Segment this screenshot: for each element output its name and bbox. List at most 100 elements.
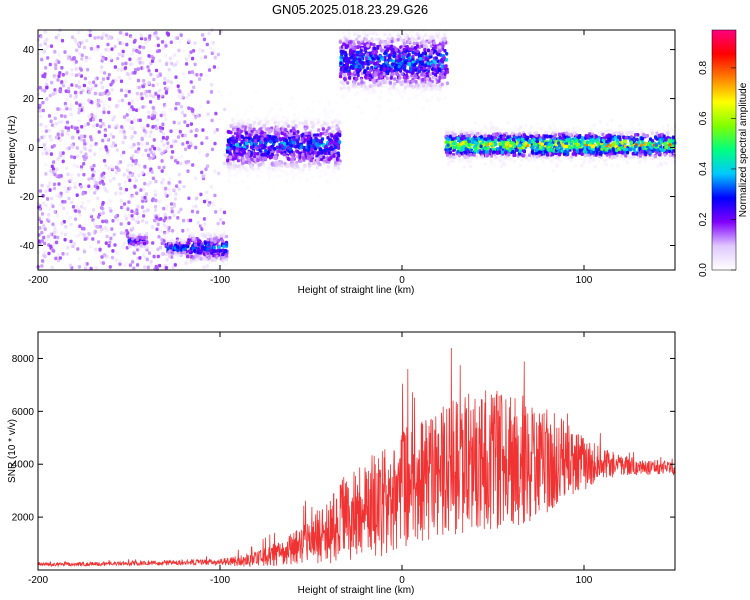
- spectrogram-cell: [145, 240, 149, 245]
- spectrogram-cell: [40, 239, 44, 243]
- spectrogram-cell: [230, 174, 234, 179]
- spectrogram-cell: [102, 106, 106, 111]
- spectrogram-cell: [251, 167, 255, 171]
- spectrogram-cell: [355, 37, 359, 42]
- spectrogram-cell: [221, 258, 225, 263]
- spectrogram-cell: [198, 150, 202, 154]
- spectrogram-cell: [228, 174, 232, 178]
- spectrogram-cell: [82, 172, 86, 177]
- spectrogram-cell: [77, 265, 82, 269]
- spectrogram-cell: [389, 76, 393, 80]
- spectrogram-cell: [136, 241, 140, 246]
- spectrogram-cell: [160, 251, 164, 256]
- spectrogram-cell: [236, 134, 240, 139]
- spectrogram-cell: [89, 214, 94, 219]
- spectrogram-cell: [53, 225, 57, 229]
- spectrogram-cell: [337, 146, 341, 150]
- spectrogram-cell: [221, 255, 225, 260]
- spectrogram-cell: [151, 94, 156, 99]
- spectrogram-cell: [109, 164, 114, 168]
- spectrogram-cell: [131, 233, 135, 238]
- spectrogram-cell: [277, 149, 281, 154]
- spectrogram-cell: [74, 73, 78, 78]
- spectrogram-cell: [153, 213, 157, 217]
- spectrogram-cell: [312, 184, 316, 188]
- spectrogram-cell: [343, 77, 347, 81]
- spectrogram-cell: [57, 52, 61, 57]
- spectrogram-cell: [102, 110, 106, 115]
- spectrogram-cell: [154, 68, 159, 73]
- spectrogram-cell: [138, 118, 142, 123]
- spectrogram-cell: [229, 109, 233, 113]
- spectrogram-cell: [176, 245, 180, 249]
- spectrogram-cell: [147, 68, 151, 73]
- spectrogram-cell: [114, 78, 118, 82]
- spectrogram-cell: [40, 183, 44, 188]
- spectrogram-cell: [232, 145, 236, 150]
- spectrogram-cell: [355, 76, 359, 81]
- spectrogram-cell: [224, 242, 228, 247]
- spectrogram-cell: [171, 229, 175, 233]
- spectrogram-cell: [74, 40, 78, 45]
- spectrogram-cell: [169, 80, 173, 85]
- spectrogram-cell: [443, 89, 447, 94]
- spectrogram-cell: [172, 254, 176, 258]
- spectrogram-cell: [167, 68, 171, 72]
- spectrogram-cell: [302, 167, 306, 172]
- spectrogram-cell: [462, 165, 466, 169]
- spectrogram-cell: [263, 156, 268, 161]
- spectrogram-cell: [268, 134, 272, 139]
- spectrogram-cell: [352, 46, 356, 51]
- spectrogram-cell: [164, 103, 168, 108]
- spectrogram-cell: [411, 79, 415, 84]
- spectrogram-cell: [160, 139, 164, 143]
- spectrogram-cell: [67, 196, 71, 201]
- spectrogram-cell: [419, 41, 423, 45]
- spectrogram-cell: [117, 168, 121, 172]
- spectrogram-cell: [292, 126, 296, 131]
- spectrogram-cell: [428, 104, 432, 108]
- spectrogram-cell: [191, 112, 195, 116]
- spectrogram-cell: [95, 123, 99, 127]
- spectrogram-cell: [165, 86, 170, 91]
- spectrogram-cell: [413, 95, 417, 99]
- spectrogram-cell: [154, 179, 158, 184]
- spectrogram-cell: [171, 265, 175, 270]
- spectrogram-cell: [169, 107, 173, 112]
- spectrogram-cell: [285, 112, 289, 116]
- spectrogram-cell: [199, 73, 203, 77]
- spectrogram-cell: [117, 99, 121, 103]
- spectrogram-cell: [279, 102, 283, 107]
- spectrogram-cell: [176, 84, 180, 88]
- spectrogram-cell: [128, 178, 132, 183]
- spectrogram-cell: [324, 144, 328, 149]
- spectrogram-cell: [202, 217, 207, 221]
- spectrogram-cell: [61, 159, 65, 164]
- spectrogram-cell: [265, 127, 269, 132]
- spectrogram-cell: [179, 104, 184, 109]
- spectrogram-cell: [139, 188, 143, 192]
- spectrogram-cell: [288, 102, 292, 106]
- spectrogram-cell: [222, 244, 226, 249]
- spectrogram-cell: [180, 254, 184, 258]
- spectrogram-cell: [213, 55, 217, 60]
- spectrogram-cell: [297, 112, 302, 116]
- spectrogram-cell: [399, 61, 403, 66]
- spectrogram-cell: [216, 221, 220, 226]
- spectrogram-cell: [158, 263, 162, 268]
- spectrogram-cell: [344, 62, 349, 66]
- spectrogram-cell: [422, 56, 426, 60]
- spectrogram-cell: [49, 44, 54, 48]
- spectrogram-cell: [140, 123, 144, 127]
- spectrogram-cell: [199, 104, 203, 109]
- spectrogram-cell: [57, 175, 61, 179]
- spectrogram-cell: [323, 117, 327, 122]
- spectrogram-cell: [262, 123, 266, 128]
- spectrogram-cell: [328, 102, 332, 107]
- spectrogram-cell: [62, 156, 66, 160]
- spectrogram-cell: [348, 40, 352, 45]
- spectrogram-cell: [189, 50, 193, 54]
- spectrogram-cell: [107, 105, 111, 109]
- spectrogram-cell: [207, 256, 211, 261]
- spectrogram-cell: [137, 163, 141, 168]
